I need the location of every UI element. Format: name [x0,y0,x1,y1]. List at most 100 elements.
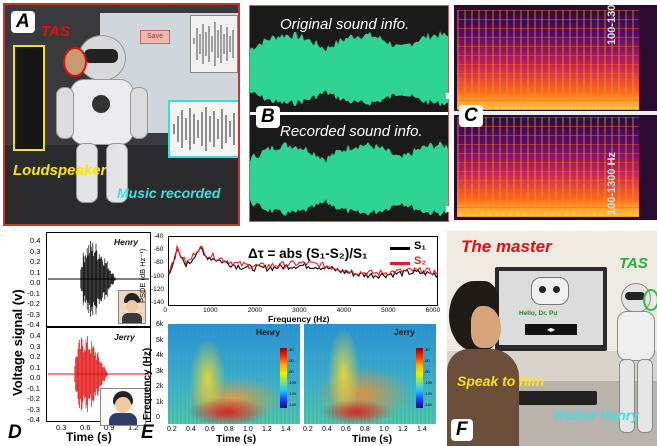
tick-label: 0.3 [30,341,41,351]
tick-label: 6000 [425,307,441,314]
master-label: The master [461,237,552,256]
psd-frame [168,236,438,306]
freq-label-bottom: 100-1300 Hz [606,152,618,215]
tick-label: 0.4 [322,426,332,433]
tick-label: 0.2 [167,426,177,433]
tick-label: -140 [424,402,433,407]
tick-label: 0.8 [360,426,370,433]
tick-label: 0.1 [30,267,41,277]
panel-e-label: E [141,422,154,443]
panel-c-label: C [459,105,483,127]
psd-legend: S₁ S₂ [390,240,436,270]
speak-label: Speak to him [457,373,545,389]
tick-label: 1000 [203,307,218,314]
freq-label-top: 100-1300 Hz [606,5,618,45]
tas-label-f: TAS [619,255,648,272]
henry-voltage-plot [46,232,151,327]
panel-d-label: D [8,422,22,443]
music-recorded-label: Music recorded [117,185,221,201]
tick-label: 0.0 [30,278,41,287]
legend-s1-label: S₁ [414,240,426,252]
tas-label: TAS [41,23,70,40]
waveform-divider [250,112,448,115]
robot-body [56,35,148,205]
legend-s2-label: S₂ [414,255,427,267]
tick-label: -60 [288,358,294,363]
original-sound-label: Original sound info. [280,16,410,33]
tick-label: -0.4 [27,415,40,424]
tick-label: 0.0 [30,373,41,382]
tick-label: -0.2 [27,299,40,308]
music-recorded-screen [168,100,238,158]
tick-label: 0.1 [30,362,41,372]
tick-label: 0.8 [224,426,234,433]
henry-spectrogram [168,324,300,424]
panel-f-photo: Hello, Dr. Pu ◂▸ The master TAS Speak to… [447,231,657,446]
person-face [471,306,501,348]
spec-xlabel-2: Time (s) [352,433,393,445]
tick-label: -120 [151,285,165,293]
tick-label: 1.4 [281,426,291,433]
panel-d-ylabel: Voltage signal (v) [10,289,25,396]
tick-label: -60 [154,246,164,254]
tick-label: -0.1 [27,383,40,393]
psd-curve-s1 [168,246,438,280]
jerry-avatar [100,388,146,426]
panel-f-label: F [451,419,473,441]
tick-label: 0.4 [186,426,196,433]
psd-plot [168,236,438,306]
tick-label: -40 [154,233,164,240]
loudspeaker-label: Loudspeaker [13,162,107,179]
tick-label: -0.3 [27,309,40,319]
tick-label: 0.2 [303,426,313,433]
tick-label: 0 [156,414,160,421]
arrow-b-to-c-bottom [446,206,458,212]
screen-control-bar: ◂▸ [525,324,577,335]
tick-label: -0.1 [27,288,40,298]
tick-label: 4k [156,352,164,359]
psd-ylabel: PSDE (dB Hz⁻¹) [138,248,147,303]
tick-label: 2000 [247,307,263,314]
legend-s1-line [390,247,410,250]
panel-c-spectrograms: 100-1300 Hz 100-1300 Hz C [454,5,657,220]
tick-label: 6k [156,321,164,328]
panel-b-waveforms: Original sound info. Recorded sound info… [249,5,449,222]
tick-label: 0.2 [30,257,41,266]
arrow-b-to-c-top [446,93,458,99]
tick-label: 0.4 [30,331,41,340]
tick-label: 1.2 [262,426,272,433]
henry-colorbar [280,348,287,408]
tick-label: 0.4 [30,236,41,245]
tick-label: -80 [424,369,430,374]
jerry-spec-label: Jerry [394,327,415,337]
tick-label: 4000 [336,307,352,314]
tick-label: -100 [288,380,297,385]
tick-label: 2k [156,383,164,390]
panel-d-voltage: Voltage signal (v) 0.4 0.3 0.2 0.1 0.0 -0.1 -0… [0,228,152,446]
keyboard [507,391,597,405]
spec-xlabel: Time (s) [216,433,257,445]
tick-label: -0.3 [27,404,40,414]
screen-greeting: Hello, Dr. Pu [519,310,558,317]
jerry-spectrogram [304,324,436,424]
tick-label: -0.4 [27,320,40,329]
tick-label: -0.2 [27,394,40,403]
tas-sensor-marker [63,47,87,77]
henry-avatar [118,290,146,324]
tick-label: -40 [424,347,430,352]
tick-label: 0.6 [341,426,351,433]
tick-label: -80 [288,369,294,374]
spectrogram-divider [454,111,657,115]
tas-sensor-marker-f [643,289,657,311]
recorded-sound-label: Recorded sound info. [280,123,423,140]
jerry-voltage-plot [46,327,151,422]
tick-label: 0.9 [104,423,115,432]
plot-frame [46,232,151,327]
tick-label: -80 [154,259,164,267]
tick-label: -120 [288,391,297,396]
tick-label: -100 [424,380,433,385]
delta-tau-formula: Δτ = abs (S₁-S₂)/S₁ [248,246,368,261]
psd-curve-s2 [168,244,438,277]
spectrogram-original [457,10,639,110]
recorded-waveform [173,107,235,151]
